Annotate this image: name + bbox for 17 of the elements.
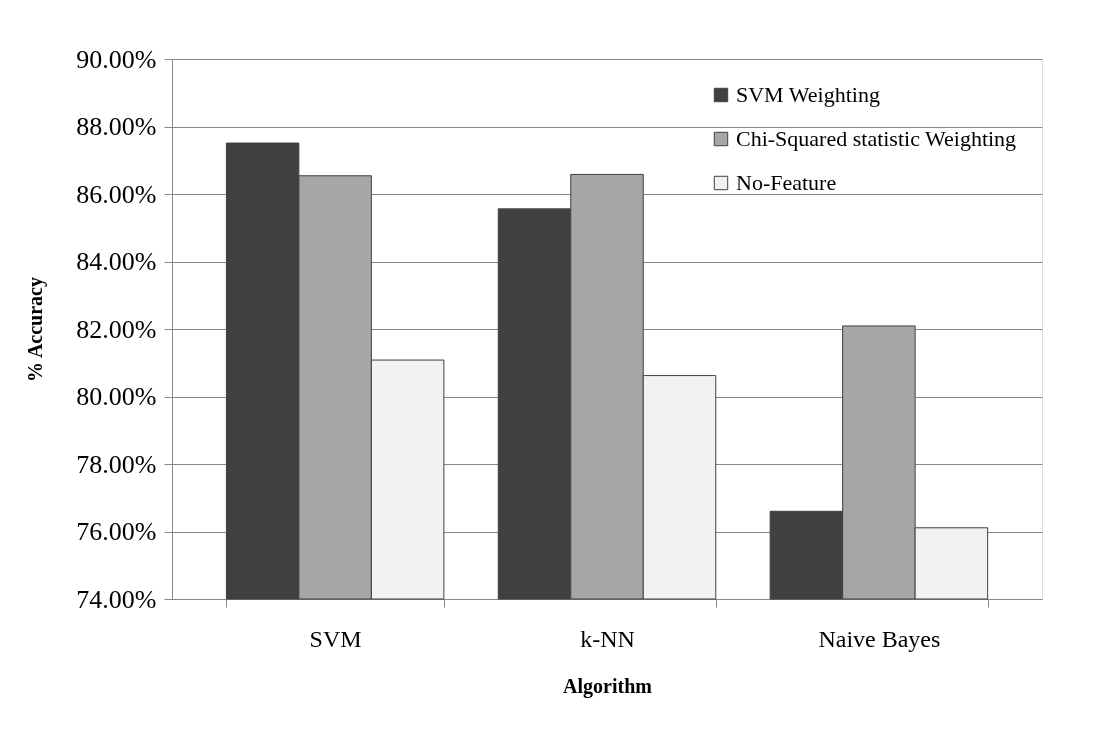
y-tick-label: 78.00% (76, 449, 157, 479)
legend-label: SVM Weighting (736, 82, 880, 107)
y-tick-label: 90.00% (76, 44, 157, 74)
y-axis-title: % Accuracy (24, 277, 48, 382)
y-tick-label: 80.00% (76, 382, 157, 411)
y-tick-label: 88.00% (76, 112, 157, 141)
y-tick-label: 86.00% (76, 179, 157, 209)
legend-label: Chi-Squared statistic Weighting (736, 126, 1017, 151)
y-tick-label: 82.00% (76, 314, 157, 344)
x-tick-label: SVM (309, 625, 362, 652)
y-tick-label: 84.00% (76, 247, 157, 276)
y-tick-label: 74.00% (76, 584, 157, 614)
legend-label: No-Feature (736, 170, 837, 195)
x-axis-title: Algorithm (563, 674, 653, 698)
x-tick-label: Naive Bayes (818, 625, 941, 652)
y-tick-label: 76.00% (76, 517, 157, 546)
x-tick-label: k-NN (580, 625, 635, 652)
